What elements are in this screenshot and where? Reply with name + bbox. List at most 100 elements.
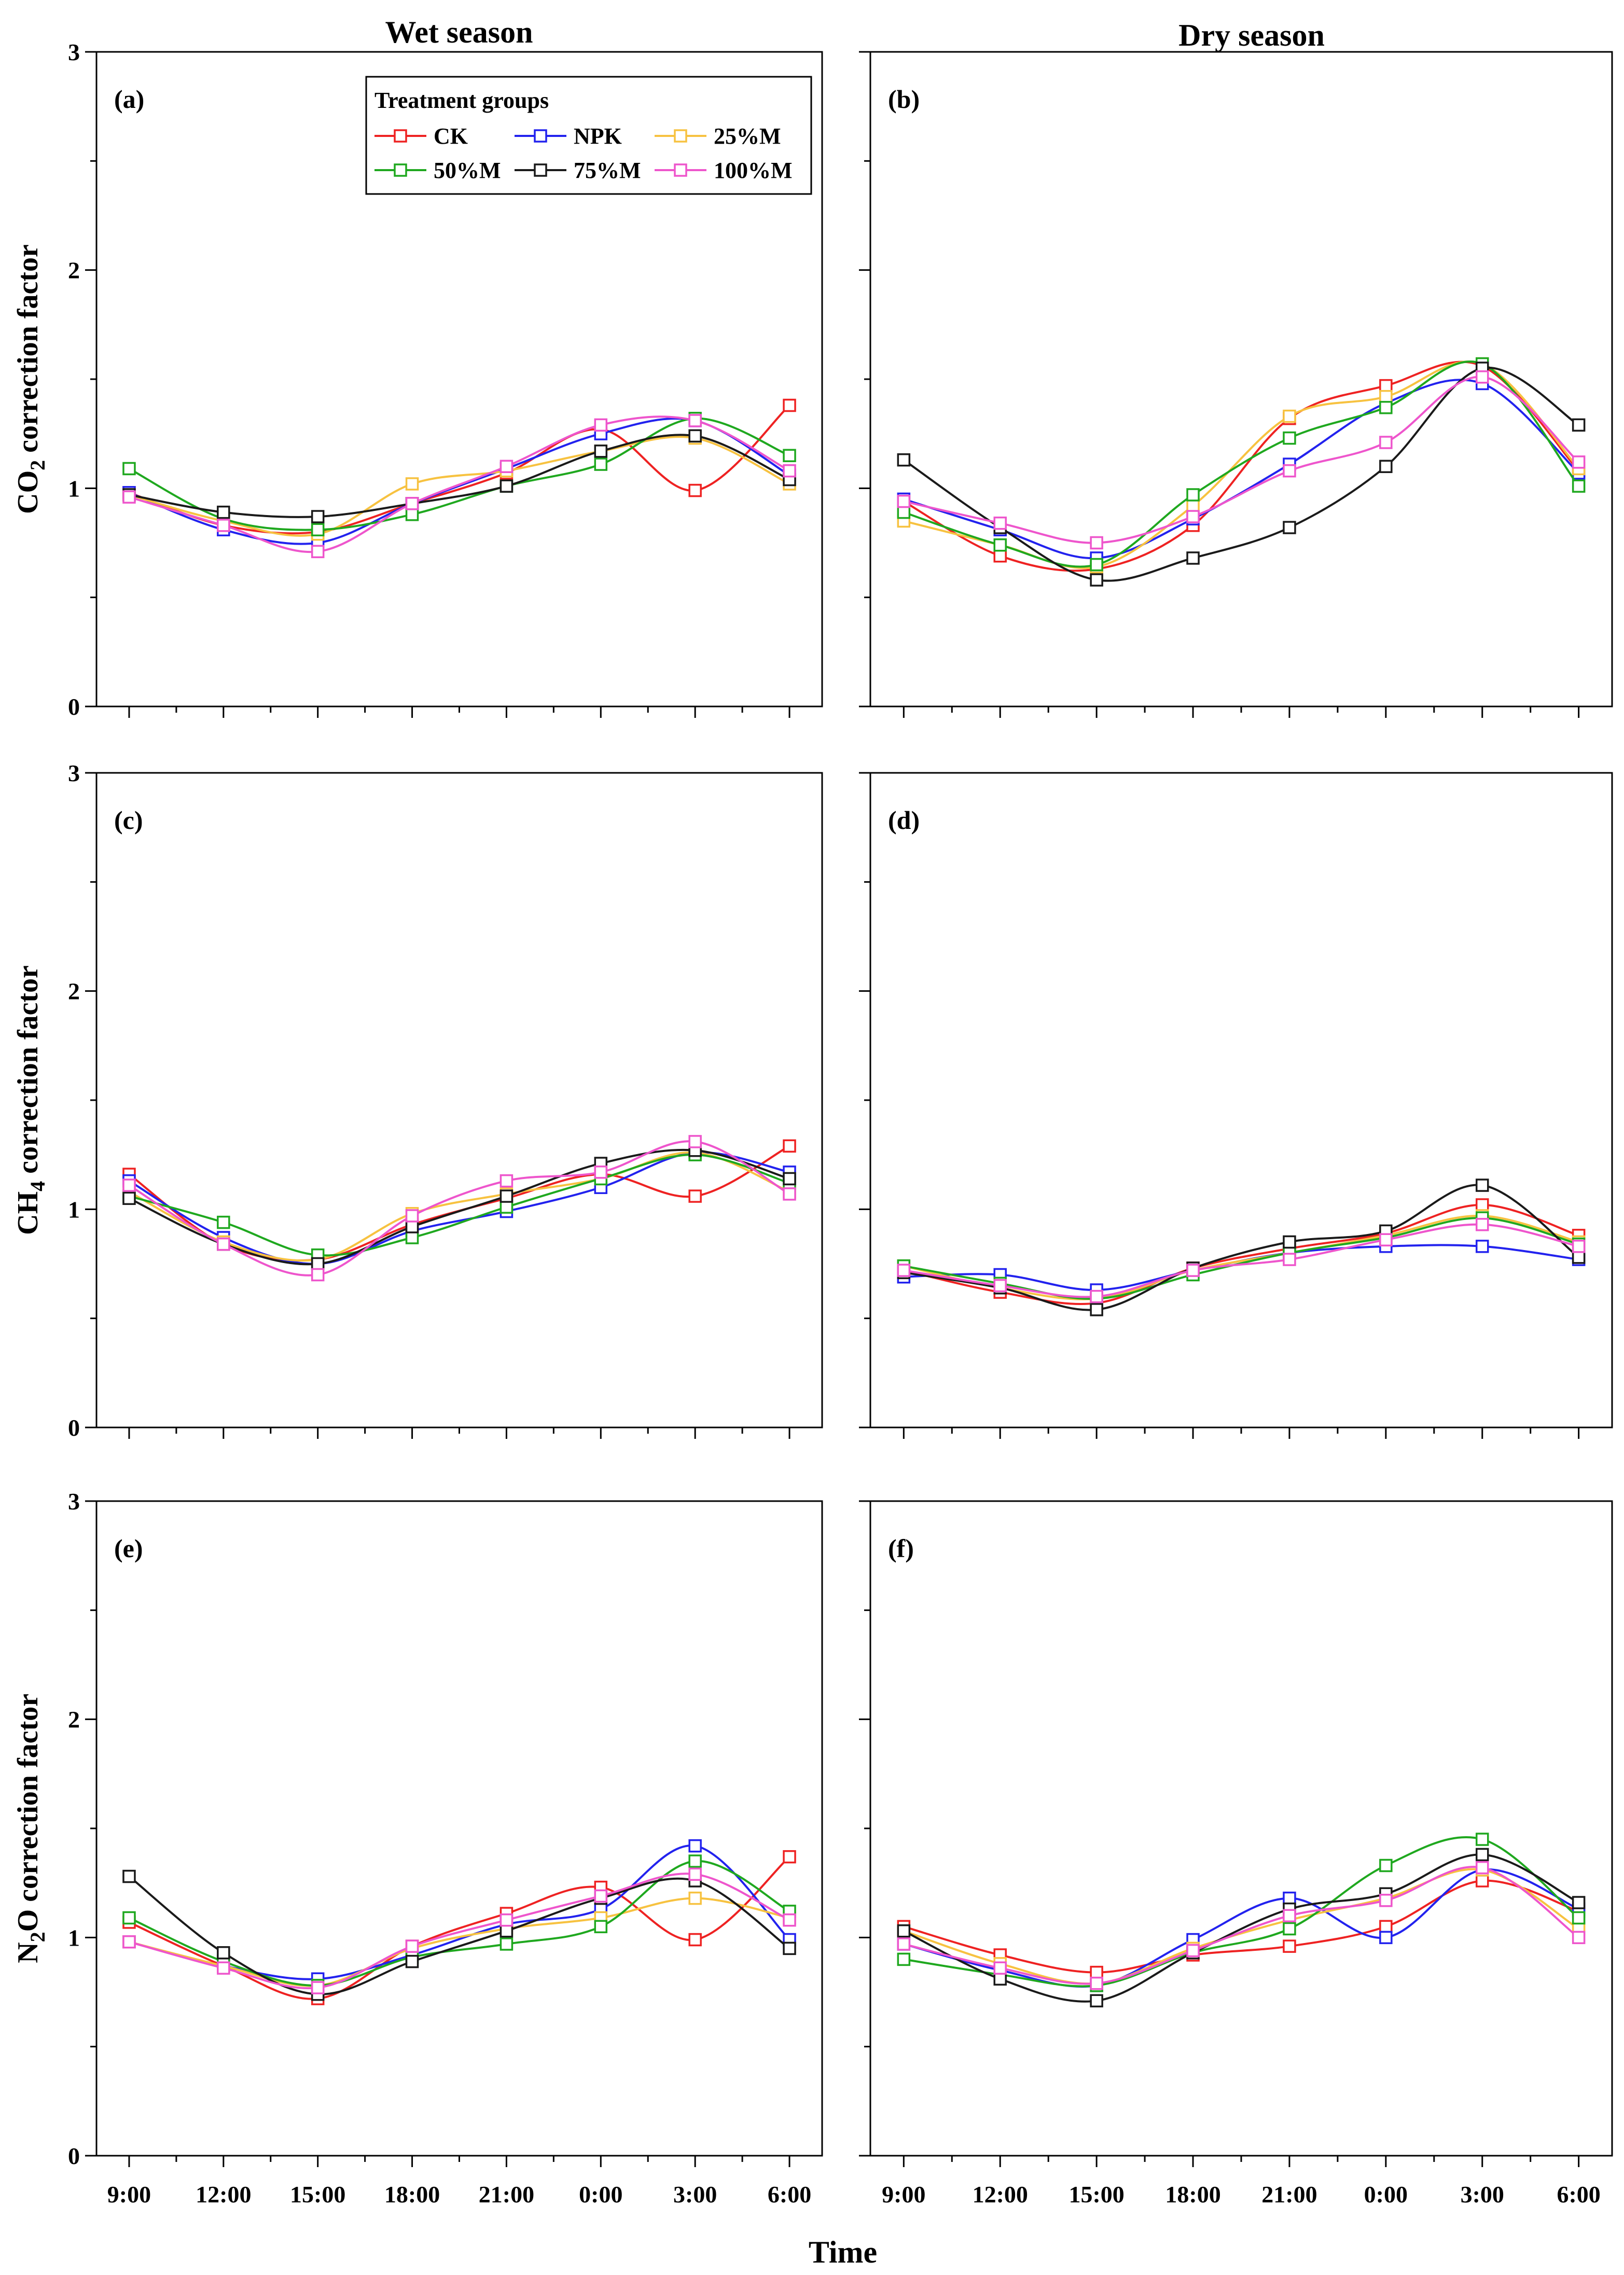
data-point — [1090, 1994, 1103, 2008]
data-point — [122, 1911, 136, 1925]
chart-panels: 0 1 2 3 (a) CO 2 correction factor Treatment gr… — [12, 39, 1613, 2208]
data-point — [783, 1139, 796, 1153]
series-line-100pct-m — [903, 1223, 1579, 1298]
series-line-100pct-m — [129, 415, 790, 553]
data-point — [1572, 418, 1586, 432]
data-point — [1186, 1944, 1200, 1958]
data-point — [311, 1268, 325, 1282]
data-point — [688, 1854, 702, 1868]
legend-label: 50%M — [434, 158, 501, 183]
data-point — [1090, 1289, 1103, 1303]
y-tick-label: 0 — [68, 2143, 80, 2169]
data-point — [1090, 558, 1103, 572]
data-point — [499, 1924, 513, 1938]
series-line-npk — [903, 1868, 1579, 1988]
data-point — [783, 464, 796, 478]
x-tick-label: 21:00 — [479, 2181, 534, 2208]
data-point — [1476, 1833, 1489, 1846]
data-point — [897, 505, 911, 519]
y-axis-title-subscript: 2 — [26, 1932, 49, 1942]
y-axis-title-base: CH — [12, 1191, 44, 1235]
data-point — [405, 497, 419, 510]
panel-e: 9:00 12:00 15:00 18:00 21:00 0:00 3:00 6:00 0 1 2 3… — [12, 1488, 823, 2208]
series-line-50pct-m — [129, 1154, 790, 1257]
data-point — [1476, 1178, 1489, 1192]
data-point — [499, 479, 513, 493]
data-point — [1186, 1264, 1200, 1277]
y-tick-label: 2 — [68, 257, 80, 284]
data-point — [217, 1946, 230, 1960]
data-point — [217, 505, 230, 519]
data-point — [1476, 1848, 1489, 1862]
column-title-dry: Dry season — [1178, 18, 1325, 52]
plot-frame — [95, 1500, 823, 2157]
data-point — [1090, 573, 1103, 587]
data-point — [1572, 1911, 1586, 1925]
data-point — [993, 549, 1007, 563]
data-point — [499, 1200, 513, 1214]
data-point — [594, 1920, 608, 1934]
data-point — [688, 1891, 702, 1905]
data-point — [311, 545, 325, 559]
x-tick-label: 21:00 — [1261, 2181, 1317, 2208]
y-tick-label: 3 — [68, 760, 80, 786]
y-axis-title-base: CO — [12, 470, 44, 514]
x-tick-label: 12:00 — [196, 2181, 251, 2208]
legend-marker — [394, 163, 407, 177]
data-point — [1379, 1858, 1393, 1872]
legend-title: Treatment groups — [374, 88, 549, 113]
series-line-100pct-m — [129, 1872, 790, 1990]
y-axis-title-rest: correction factor — [12, 965, 44, 1181]
data-point — [405, 477, 419, 491]
x-tick-label: 18:00 — [384, 2181, 440, 2208]
data-point — [405, 1939, 419, 1953]
y-axis-title-rest: correction factor — [12, 244, 44, 460]
series-line-ck — [903, 1203, 1579, 1306]
data-point — [1379, 1931, 1393, 1945]
data-point — [783, 398, 796, 412]
data-point — [311, 1981, 325, 1994]
y-tick-label: 1 — [68, 475, 80, 502]
panel-d: (d) — [859, 772, 1613, 1439]
legend-label: NPK — [574, 123, 622, 149]
series-line-75pct-m — [903, 1853, 1579, 2003]
data-point — [1283, 1909, 1296, 1923]
data-point — [993, 538, 1007, 552]
y-axis-title: CH4 correction factor — [12, 965, 49, 1235]
x-tick-label: 15:00 — [290, 2181, 345, 2208]
data-point — [1476, 370, 1489, 384]
data-point — [688, 429, 702, 443]
data-point — [1379, 460, 1393, 474]
data-point — [217, 1237, 230, 1251]
data-point — [217, 519, 230, 532]
legend-box — [365, 76, 812, 195]
series-line-100pct-m — [128, 1140, 790, 1277]
x-tick-label: 6:00 — [768, 2181, 811, 2208]
data-point — [688, 1839, 702, 1853]
data-point — [1090, 1965, 1103, 1979]
plot-frame — [95, 772, 823, 1428]
legend: Treatment groups CK NPK 25%M 50%M 75%M 100%M — [365, 76, 812, 195]
data-point — [1379, 1894, 1393, 1907]
data-point — [1572, 479, 1586, 493]
y-tick-label: 0 — [68, 1414, 80, 1441]
series-line-25pct-m — [903, 1868, 1579, 1985]
data-point — [405, 1209, 419, 1223]
data-point — [688, 1189, 702, 1203]
data-point — [1572, 1240, 1586, 1253]
data-point — [1476, 1861, 1489, 1875]
data-point — [594, 445, 608, 458]
data-point — [1090, 1303, 1103, 1316]
panel-label: (a) — [114, 85, 144, 114]
data-point — [122, 1178, 136, 1192]
legend-marker — [674, 129, 687, 143]
data-point — [1476, 1198, 1489, 1212]
y-axis-title: N2O correction factor — [12, 1694, 49, 1963]
data-point — [405, 1954, 419, 1968]
data-point — [1283, 521, 1296, 534]
x-tick-label: 9:00 — [882, 2181, 925, 2208]
data-point — [783, 1187, 796, 1201]
legend-label: 25%M — [714, 123, 781, 149]
data-point — [499, 1189, 513, 1203]
data-point — [1283, 1235, 1296, 1249]
